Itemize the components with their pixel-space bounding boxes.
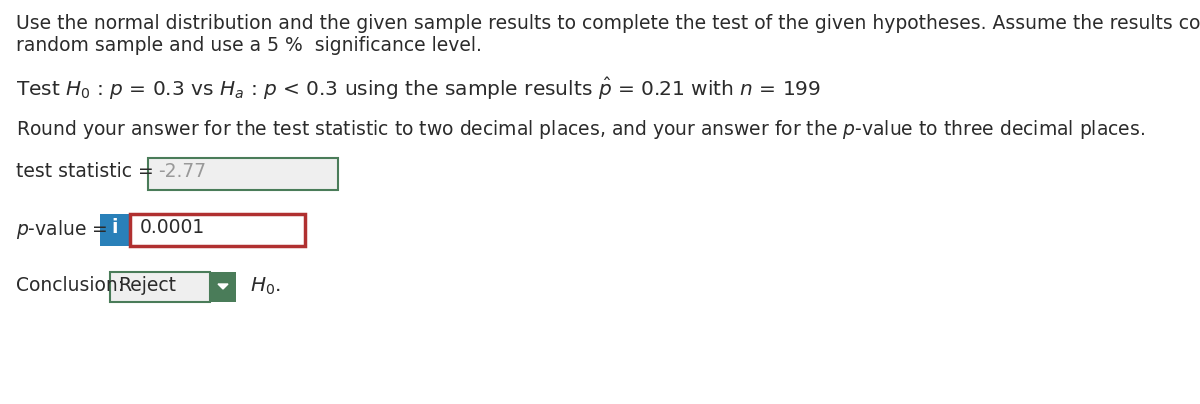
Text: test statistic =: test statistic = bbox=[16, 162, 160, 181]
Text: i: i bbox=[112, 218, 119, 237]
Text: 0.0001: 0.0001 bbox=[140, 218, 205, 237]
Polygon shape bbox=[218, 284, 228, 289]
Text: $H_0$.: $H_0$. bbox=[250, 276, 281, 297]
FancyBboxPatch shape bbox=[110, 272, 210, 302]
FancyBboxPatch shape bbox=[100, 214, 130, 246]
Text: -2.77: -2.77 bbox=[158, 162, 206, 181]
Text: Use the normal distribution and the given sample results to complete the test of: Use the normal distribution and the give… bbox=[16, 14, 1200, 33]
FancyBboxPatch shape bbox=[130, 214, 305, 246]
Text: $p$-value =: $p$-value = bbox=[16, 218, 109, 241]
Text: Reject: Reject bbox=[118, 276, 176, 295]
FancyBboxPatch shape bbox=[210, 272, 236, 302]
Text: Round your answer for the test statistic to two decimal places, and your answer : Round your answer for the test statistic… bbox=[16, 118, 1145, 141]
Text: random sample and use a 5 %  significance level.: random sample and use a 5 % significance… bbox=[16, 36, 482, 55]
Text: Conclusion:: Conclusion: bbox=[16, 276, 130, 295]
Text: Test $H_0$ : $p$ = 0.3 vs $H_a$ : $p$ < 0.3 using the sample results $\hat{p}$ =: Test $H_0$ : $p$ = 0.3 vs $H_a$ : $p$ < … bbox=[16, 76, 821, 102]
FancyBboxPatch shape bbox=[148, 158, 338, 190]
